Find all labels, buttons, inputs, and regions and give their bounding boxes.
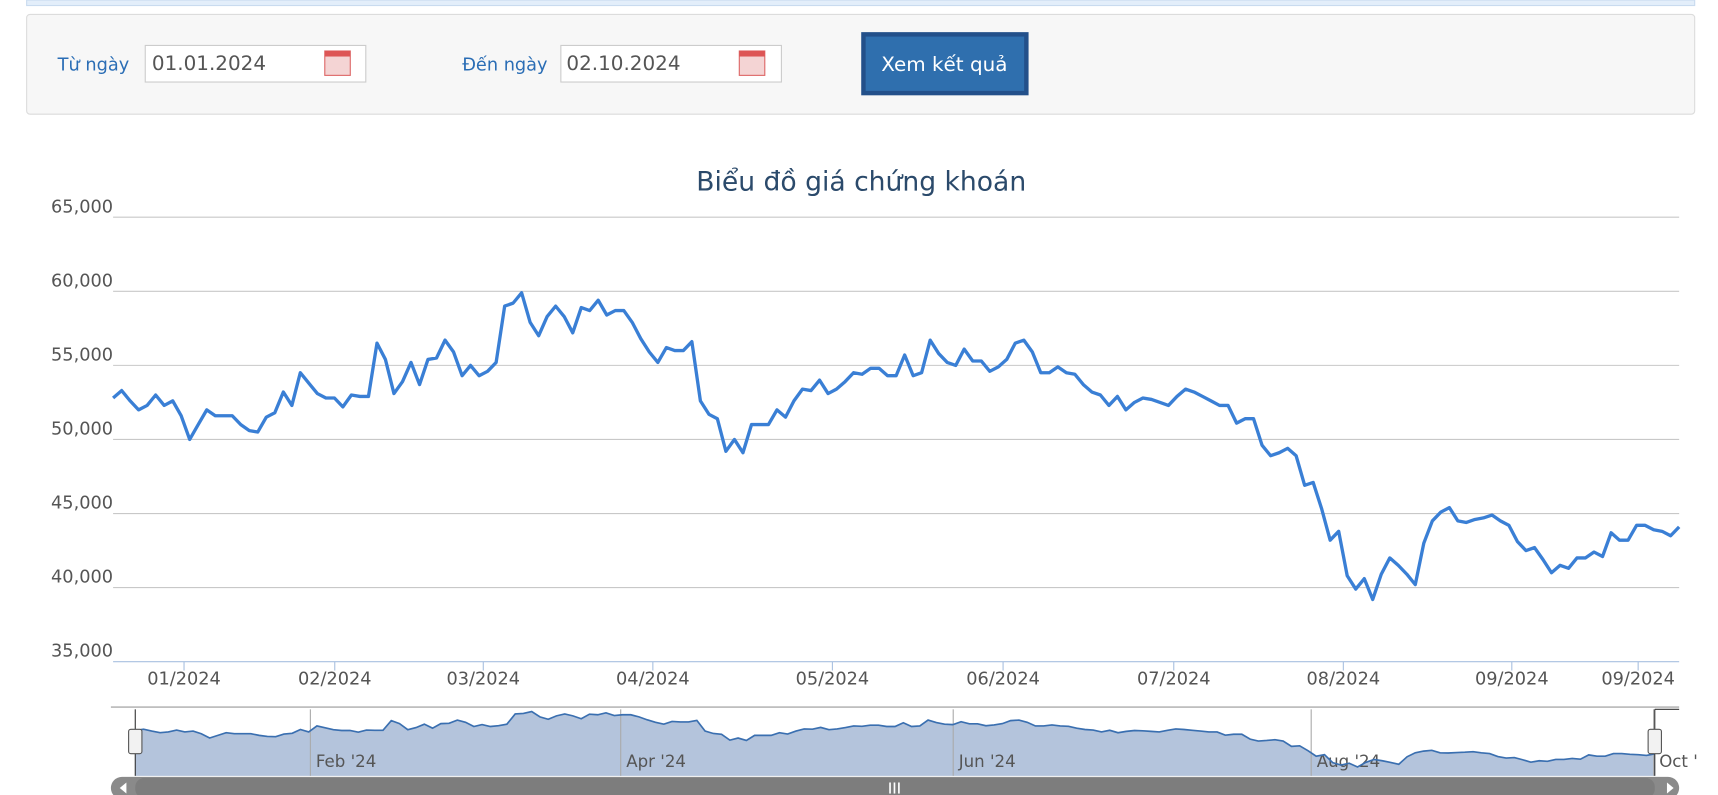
x-tick-label: 01/2024 xyxy=(147,669,221,689)
calendar-top[interactable] xyxy=(324,50,351,57)
y-tick-label: 65,000 xyxy=(51,197,113,217)
navigator-handle[interactable] xyxy=(128,728,143,755)
to-label: Đến ngày xyxy=(462,54,547,75)
x-tick-label: 05/2024 xyxy=(796,669,870,689)
y-tick-label: 40,000 xyxy=(51,568,113,588)
x-tick-label: 03/2024 xyxy=(446,669,520,689)
navigator-handle[interactable] xyxy=(1647,728,1662,755)
from-value[interactable]: 01.01.2024 xyxy=(152,51,266,75)
navigator-area xyxy=(135,711,1655,776)
submit-label[interactable]: Xem kết quả xyxy=(881,52,1007,76)
calendar-icon[interactable] xyxy=(324,50,351,76)
top-strip xyxy=(26,0,1696,7)
navigator-label: Apr '24 xyxy=(626,752,686,771)
y-tick-label: 35,000 xyxy=(51,642,113,662)
filter-panel xyxy=(26,13,1696,115)
x-tick-label: 04/2024 xyxy=(616,669,690,689)
y-tick-label: 50,000 xyxy=(51,419,113,439)
x-tick-label: 08/2024 xyxy=(1307,669,1381,689)
x-tick-label: 06/2024 xyxy=(966,669,1040,689)
scrollbar-arrow[interactable] xyxy=(1666,782,1674,794)
navigator-label: Feb '24 xyxy=(316,752,376,771)
x-tick-label: 07/2024 xyxy=(1137,669,1211,689)
navigator-label: Aug '24 xyxy=(1317,752,1380,771)
navigator-line xyxy=(135,710,1655,768)
x-tick-label: 09/2024 xyxy=(1601,669,1675,689)
calendar-icon[interactable] xyxy=(738,50,766,76)
price-line xyxy=(112,291,1681,602)
y-tick-label: 55,000 xyxy=(51,345,113,365)
y-tick-label: 45,000 xyxy=(51,494,113,514)
x-tick-label: 09/2024 xyxy=(1475,669,1549,689)
navigator-label: Jun '24 xyxy=(958,752,1016,771)
chart-title: Biểu đồ giá chứng khoán xyxy=(696,166,1026,197)
x-tick-label: 02/2024 xyxy=(298,669,372,689)
y-tick-label: 60,000 xyxy=(51,271,113,291)
calendar-top[interactable] xyxy=(739,50,765,57)
to-value[interactable]: 02.10.2024 xyxy=(566,51,680,75)
submit-button-inner[interactable] xyxy=(865,36,1025,91)
scrollbar-arrow[interactable] xyxy=(119,782,127,794)
navigator-label: Oct ' xyxy=(1659,752,1698,771)
from-label: Từ ngày xyxy=(57,55,130,75)
